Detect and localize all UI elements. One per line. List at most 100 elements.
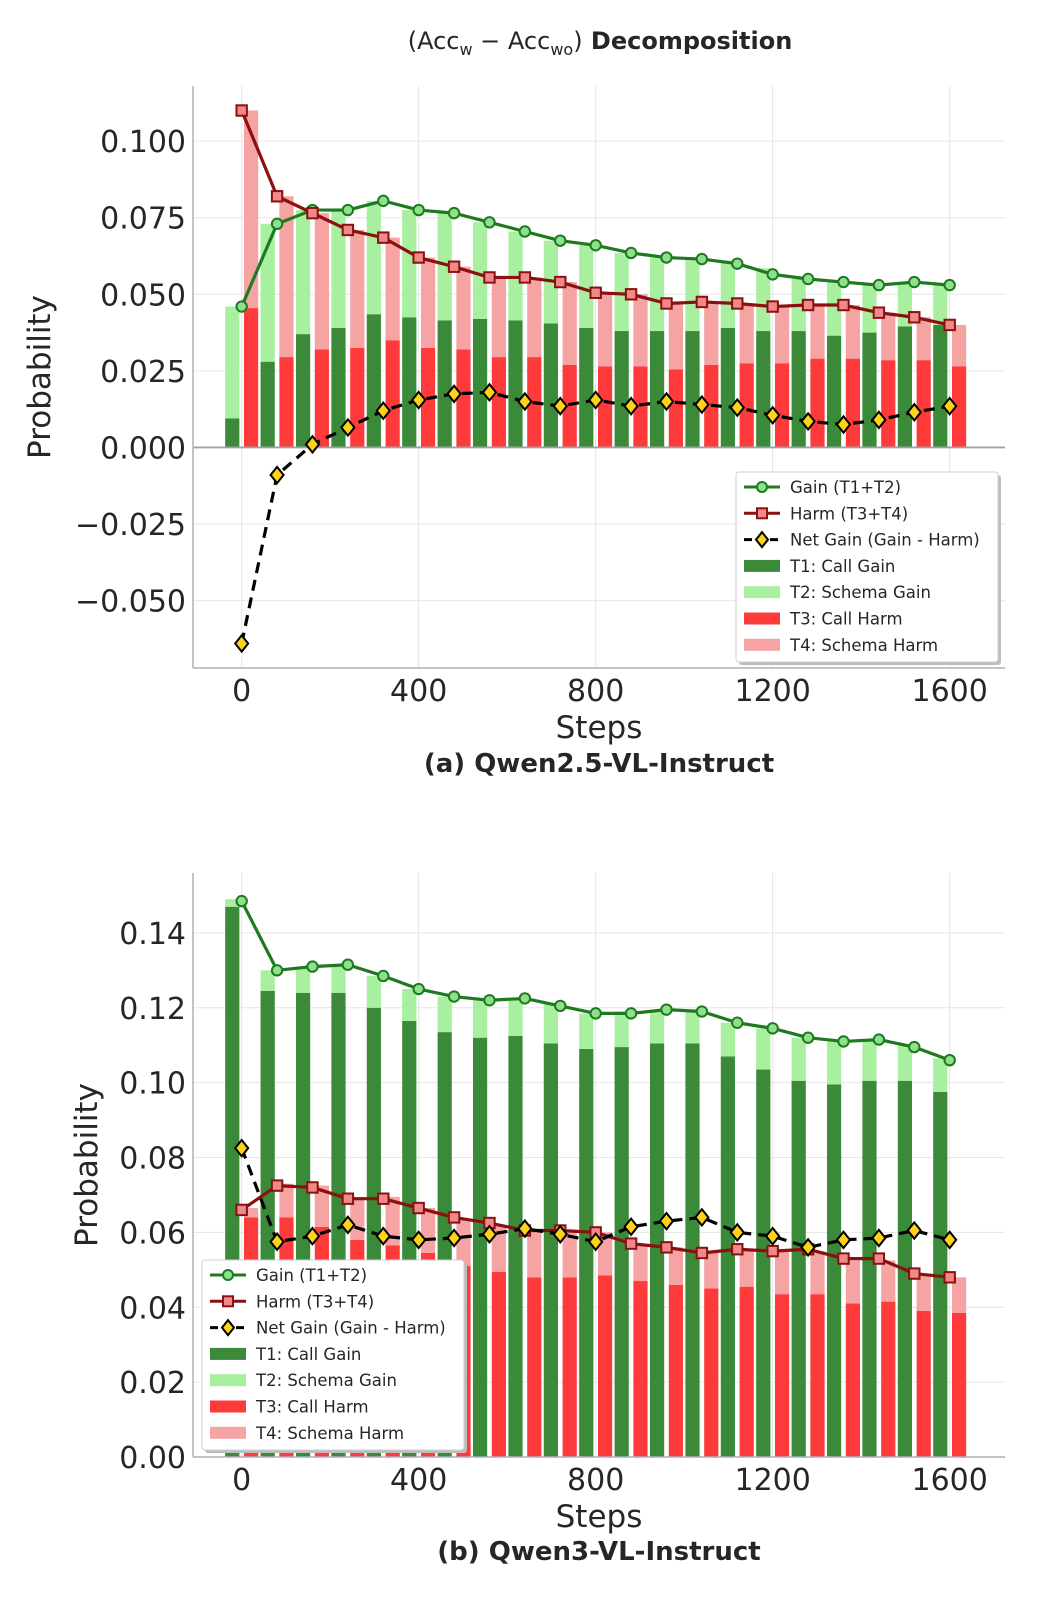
bar-t1-call-gain (402, 317, 417, 448)
bar-t1-call-gain (685, 331, 700, 448)
bar-t4-schema-harm (739, 303, 754, 364)
harm-marker (377, 1192, 390, 1205)
x-tick-label: 1200 (735, 1463, 811, 1498)
y-tick-label: 0.075 (100, 202, 186, 237)
legend-box (735, 471, 999, 663)
bar-t1-call-gain (791, 331, 806, 448)
harm-marker (731, 1243, 744, 1256)
harm-marker (554, 275, 567, 289)
gain-marker (624, 1007, 638, 1020)
gain-marker (837, 1035, 850, 1048)
legend-label-t3: T3: Call Harm (255, 1398, 369, 1417)
legend-swatch-t4 (744, 638, 780, 651)
net-gain-marker (941, 1230, 958, 1250)
gain-marker (943, 278, 956, 292)
bar-t4-schema-harm (774, 1251, 790, 1295)
bar-t3-call-harm (633, 1281, 648, 1457)
harm-marker (660, 1241, 673, 1254)
gain-marker (235, 894, 248, 908)
bar-t1-call-gain (933, 1092, 948, 1457)
bar-t4-schema-harm (916, 1273, 931, 1311)
net-gain-marker (340, 1215, 356, 1235)
y-tick-label: 0.12 (119, 992, 186, 1027)
gain-marker (518, 225, 532, 238)
bar-t4-schema-harm (597, 292, 613, 367)
bar-t4-schema-harm (810, 1251, 825, 1295)
y-tick-label: 0.025 (100, 355, 186, 390)
bar-t2-schema-gain (685, 1009, 700, 1044)
bar-t3-call-harm (951, 366, 967, 448)
figure-title: (Accw − Accwo) Decomposition (408, 27, 793, 59)
gain-marker (447, 990, 461, 1003)
bar-t4-schema-harm (633, 294, 648, 367)
bar-t2-schema-gain (826, 1041, 842, 1085)
bar-t2-schema-gain (933, 285, 948, 325)
bar-t1-call-gain (543, 323, 558, 448)
bar-t1-call-gain (862, 332, 877, 448)
figure-title-sub-w: w (459, 40, 472, 59)
y-tick-label: 0.100 (100, 125, 186, 160)
y-axis-label: Probability (69, 1083, 105, 1247)
bar-t3-call-harm (243, 308, 259, 448)
bar-t3-call-harm (562, 1277, 577, 1457)
bar-t1-call-gain (862, 1080, 877, 1457)
net-gain-marker (694, 394, 710, 415)
gain-marker (660, 251, 673, 264)
bar-t3-call-harm (881, 1301, 896, 1457)
bar-t3-call-harm (668, 1284, 683, 1457)
bars (225, 110, 967, 448)
bar-t2-schema-gain (225, 306, 240, 419)
bar-t3-call-harm (597, 366, 613, 448)
net-gain-marker (269, 1232, 285, 1252)
bar-t2-schema-gain (614, 252, 629, 332)
bar-t2-schema-gain (366, 975, 381, 1008)
net-gain-marker (800, 411, 816, 432)
bar-t2-schema-gain (225, 899, 240, 907)
bar-t1-call-gain (472, 318, 488, 448)
bar-t2-schema-gain (331, 966, 346, 993)
bar-t1-call-gain (614, 331, 629, 448)
legend-label-t4: T4: Schema Harm (789, 636, 938, 655)
legend-label-gain: Gain (T1+T2) (790, 478, 901, 497)
bar-t4-schema-harm (279, 1183, 294, 1218)
x-tick-label: 400 (390, 674, 447, 709)
bar-t2-schema-gain (579, 245, 594, 328)
net-gain-marker (304, 434, 321, 455)
net-gain-marker (729, 397, 746, 418)
y-tick-label: 0.08 (119, 1142, 186, 1177)
legend-swatch-t2 (210, 1374, 246, 1387)
legend-swatch-t2 (744, 586, 780, 599)
gain-marker (872, 278, 886, 292)
bar-t1-call-gain (437, 320, 452, 448)
gain-marker (377, 969, 390, 983)
y-axis-label: Probability (22, 295, 58, 459)
bar-t2-schema-gain (933, 1058, 948, 1092)
net-gain-marker (658, 1211, 675, 1231)
bar-t2-schema-gain (472, 222, 488, 319)
x-tick-label: 800 (567, 674, 624, 709)
y-tick-label: 0.06 (119, 1216, 186, 1251)
legend-box (201, 1259, 465, 1451)
bar-t4-schema-harm (774, 306, 790, 364)
bar-t2-schema-gain (295, 968, 311, 993)
gain-marker (731, 1016, 744, 1029)
gain-marker (660, 1003, 673, 1016)
net-gain-marker (658, 391, 675, 412)
bar-t3-call-harm (774, 363, 790, 448)
legend-swatch-t1 (210, 1347, 246, 1360)
bar-t4-schema-harm (279, 196, 294, 358)
net-gain-marker (871, 410, 887, 430)
legend-swatch-t3 (210, 1400, 246, 1413)
bar-t3-call-harm (951, 1312, 967, 1457)
bar-t4-schema-harm (810, 305, 825, 359)
legend: Gain (T1+T2) Harm (T3+T4) Net Gain (Gain -… (201, 1259, 467, 1453)
harm-marker (731, 297, 744, 310)
bar-t2-schema-gain (402, 989, 417, 1021)
legend-swatch-t3 (744, 612, 780, 625)
gain-marker (731, 257, 744, 270)
harm-marker (483, 271, 496, 284)
figure-title-minus: − Acc (473, 27, 551, 55)
bar-t1-call-gain (756, 331, 771, 448)
gain-marker (270, 964, 284, 977)
bar-t1-call-gain (897, 326, 912, 448)
